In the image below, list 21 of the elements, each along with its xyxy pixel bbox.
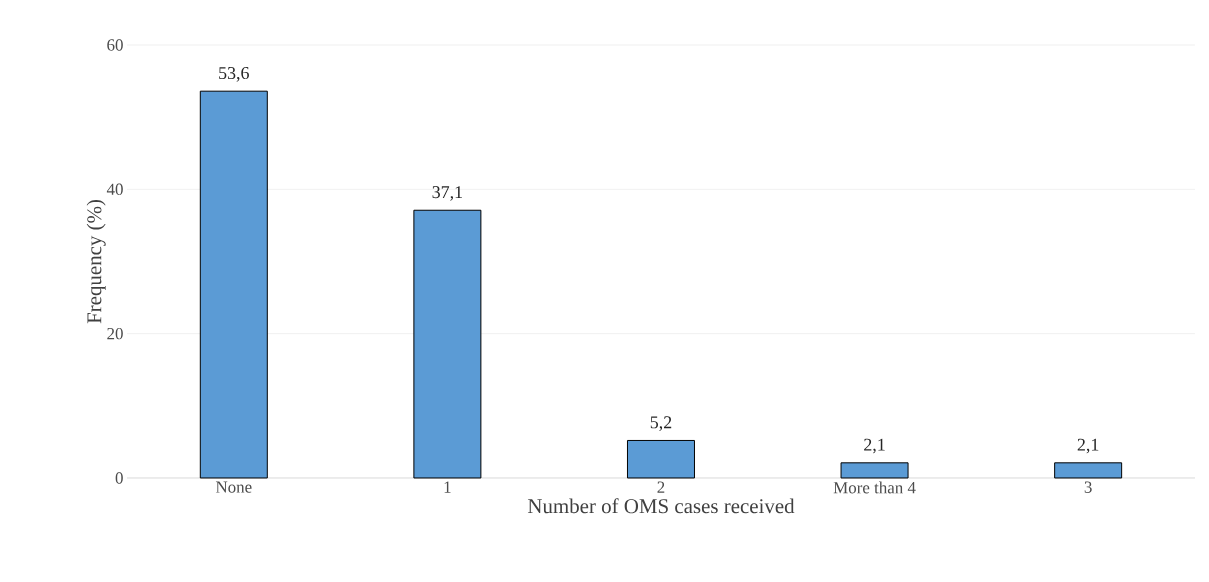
bar	[413, 209, 482, 479]
bar	[840, 462, 909, 479]
bar	[199, 90, 268, 479]
x-tick-label: 3	[1084, 481, 1092, 493]
x-tick-label: None	[215, 481, 252, 493]
y-tick-label: 60	[107, 39, 123, 51]
bar	[1054, 462, 1123, 479]
data-label: 53,6	[219, 67, 249, 82]
bar	[626, 439, 695, 479]
y-tick-label: 40	[106, 183, 123, 196]
data-label: 5,2	[650, 416, 672, 431]
x-tick-label: 2	[657, 481, 665, 493]
x-axis-title: Number of OMS cases received	[527, 498, 795, 514]
y-tick-label: 20	[107, 327, 123, 340]
data-label: 37,1	[432, 186, 462, 201]
data-label: 2,1	[864, 438, 885, 454]
y-tick-label: 0	[115, 472, 123, 484]
x-tick-label: More than 4	[833, 481, 916, 494]
data-label: 2,1	[1077, 438, 1099, 454]
y-axis-title: Frequency (%)	[86, 199, 106, 324]
x-tick-label: 1	[444, 481, 451, 493]
